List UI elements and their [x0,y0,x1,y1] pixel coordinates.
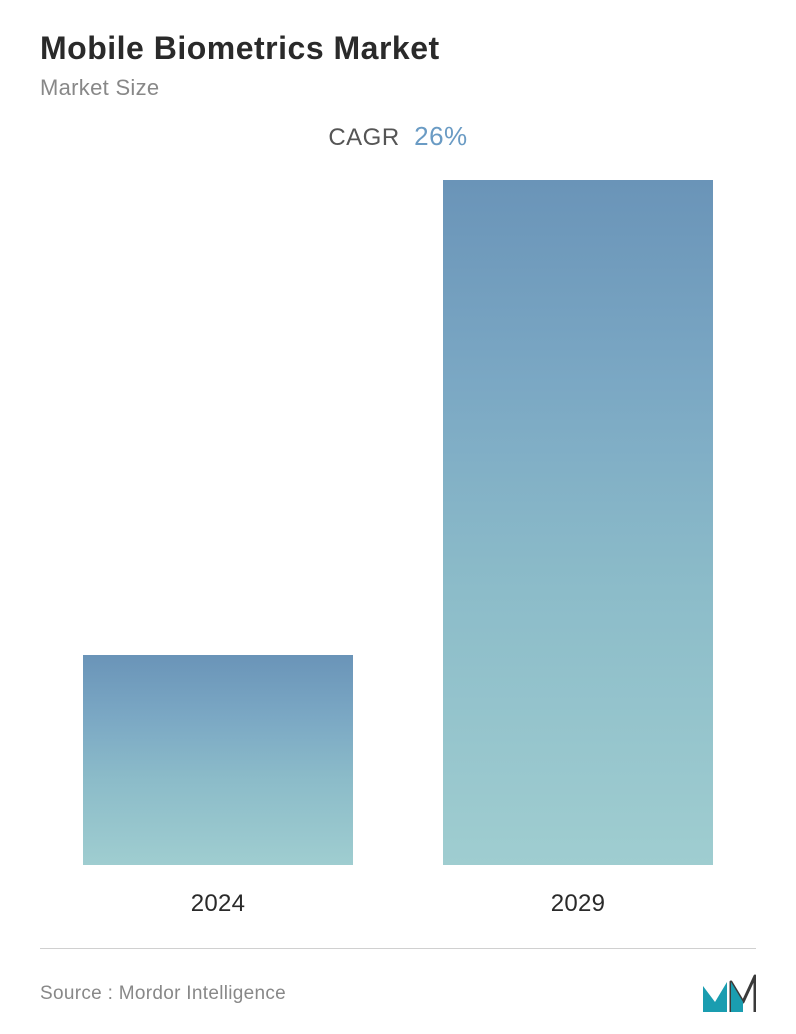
page-subtitle: Market Size [40,75,756,101]
cagr-indicator: CAGR 26% [40,121,756,152]
chart-container: Mobile Biometrics Market Market Size CAG… [0,0,796,1034]
bar-chart: 2024 2029 [40,167,756,938]
page-title: Mobile Biometrics Market [40,30,756,67]
cagr-label: CAGR [328,124,399,151]
bar-group-0: 2024 [83,655,353,918]
bar-group-1: 2029 [443,180,713,918]
cagr-value: 26% [414,121,468,151]
bar-0 [83,655,353,865]
source-text: Source : Mordor Intelligence [40,983,286,1005]
bar-1 [443,180,713,865]
footer: Source : Mordor Intelligence [40,948,756,1014]
brand-logo [701,974,756,1014]
bar-label-0: 2024 [191,890,246,918]
bar-label-1: 2029 [551,890,606,918]
